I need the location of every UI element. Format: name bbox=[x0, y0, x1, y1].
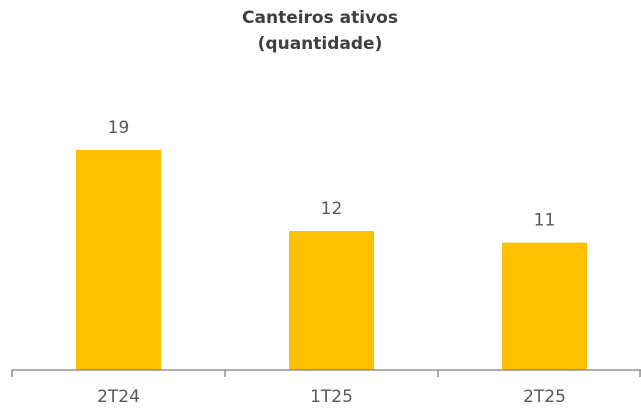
data-label: 12 bbox=[321, 199, 343, 219]
x-tick-label: 2T24 bbox=[97, 387, 140, 407]
chart-subtitle: (quantidade) bbox=[258, 34, 383, 54]
bar bbox=[502, 242, 587, 370]
x-tick-label: 2T25 bbox=[523, 387, 566, 407]
bar bbox=[289, 231, 374, 370]
bar bbox=[76, 149, 161, 370]
data-label: 11 bbox=[534, 211, 556, 231]
data-label: 19 bbox=[108, 118, 130, 138]
x-tick-label: 1T25 bbox=[310, 387, 353, 407]
chart-title: Canteiros ativos bbox=[242, 8, 398, 28]
